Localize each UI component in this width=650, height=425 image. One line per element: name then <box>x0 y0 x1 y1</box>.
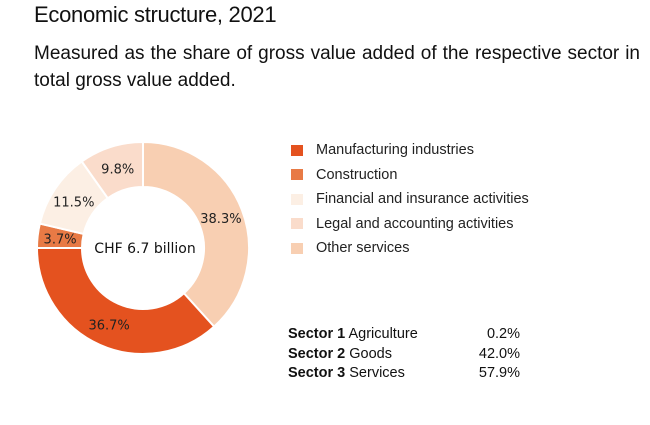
legend-label: Other services <box>316 240 410 257</box>
chart-title: Economic structure, 2021 <box>34 2 277 27</box>
legend-item: Legal and accounting activities <box>291 212 529 237</box>
donut-chart: 38.3% 36.7% 3.7% 11.5% 9.8% CHF 6.7 billion <box>35 140 250 355</box>
donut-slice-other-services <box>142 140 250 329</box>
sector-value: 57.9% <box>478 365 520 381</box>
legend-label: Financial and insurance activities <box>316 191 529 208</box>
legend-item: Manufacturing industries <box>291 138 529 163</box>
legend-swatch <box>291 169 303 181</box>
legend-item: Financial and insurance activities <box>291 187 529 212</box>
legend-swatch <box>291 242 303 254</box>
chart-subtitle: Measured as the share of gross value add… <box>34 43 640 91</box>
sector-name: Sector 3 <box>288 365 346 381</box>
sector-name: Sector 2 <box>288 345 346 362</box>
sector-label: Agriculture <box>348 326 418 342</box>
sector-value: 42.0% <box>478 345 520 362</box>
sector-name: Sector 1 <box>288 326 346 342</box>
sector-value: 0.2% <box>486 326 520 342</box>
sector-label: Goods <box>349 345 392 362</box>
slice-label: 9.8% <box>101 162 134 177</box>
legend: Manufacturing industries Construction Fi… <box>291 138 529 261</box>
slice-label: 38.3% <box>200 212 241 227</box>
legend-item: Other services <box>291 236 529 261</box>
sector-row: Sector 3 Services 57.9% <box>288 365 520 385</box>
sector-table: Sector 1 Agriculture 0.2% Sector 2 Goods… <box>288 326 520 385</box>
sector-row: Sector 1 Agriculture 0.2% <box>288 326 520 346</box>
legend-label: Construction <box>316 166 398 183</box>
legend-label: Manufacturing industries <box>316 142 474 159</box>
donut-slice-legal-and-accounting-activities <box>80 140 144 200</box>
legend-swatch <box>291 218 303 230</box>
slice-label: 11.5% <box>53 195 94 210</box>
legend-label: Legal and accounting activities <box>316 215 514 232</box>
sector-label: Services <box>349 365 405 381</box>
legend-item: Construction <box>291 163 529 188</box>
legend-swatch <box>291 144 303 156</box>
center-label: CHF 6.7 billion <box>94 241 195 257</box>
legend-swatch <box>291 193 303 205</box>
slice-label: 36.7% <box>88 318 129 333</box>
donut-slice-manufacturing-industries <box>35 247 216 355</box>
slice-label: 3.7% <box>44 232 77 247</box>
sector-row: Sector 2 Goods 42.0% <box>288 346 520 366</box>
